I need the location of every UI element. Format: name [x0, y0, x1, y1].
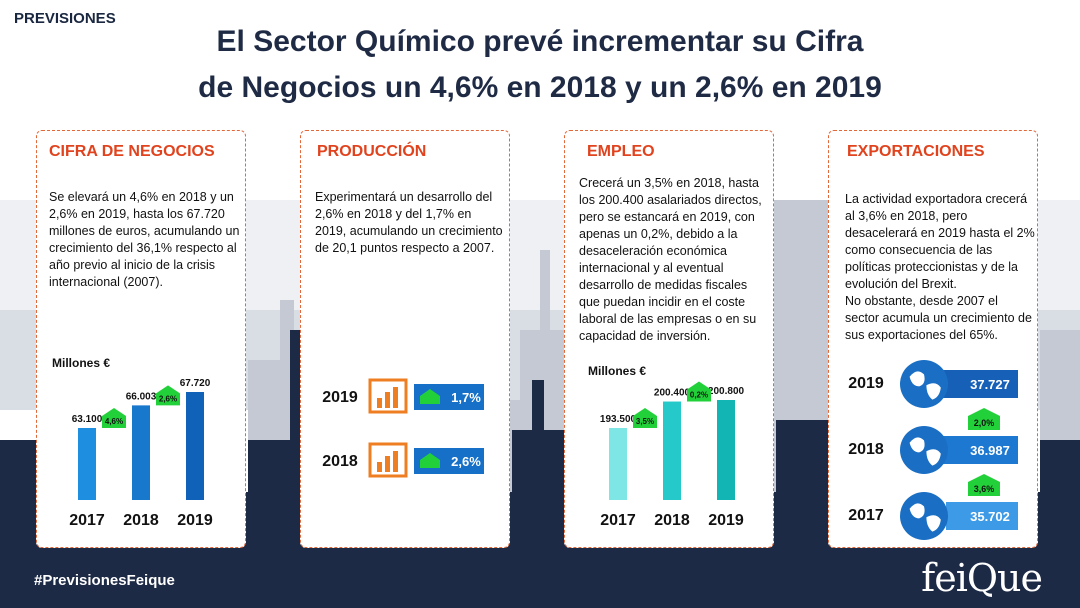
card-text: Crecerá un 3,5% en 2018, hasta los 200.4… [579, 176, 762, 343]
card-produccion: PRODUCCIÓN Experimentará un desarrollo d… [300, 130, 510, 548]
empleo-value-label: 200.400 [654, 388, 691, 399]
cifra-growth-arrow [102, 408, 126, 428]
produccion-year-label: 2019 [322, 389, 358, 406]
card-title: EXPORTACIONES [847, 143, 985, 160]
empleo-growth-arrow [633, 408, 657, 428]
cifra-growth-label: 2,6% [159, 394, 177, 403]
produccion-factory-icon-bar3 [393, 387, 398, 408]
exportaciones-value-label: 36.987 [970, 443, 1010, 458]
empleo-bar-2019 [717, 400, 735, 500]
produccion-value-label: 1,7% [451, 390, 481, 405]
empleo-growth-arrow [687, 381, 711, 402]
empleo-bar-2018 [663, 401, 681, 500]
card-exportaciones: EXPORTACIONES La actividad exportadora c… [828, 130, 1038, 548]
cifra-growth-arrow [156, 385, 180, 406]
exportaciones-growth-arrow [968, 408, 1000, 430]
produccion-year-label: 2018 [322, 453, 358, 470]
card-text: Se elevará un 4,6% en 2018 y un 2,6% en … [49, 190, 240, 289]
card-text: Experimentará un desarrollo del 2,6% en … [315, 190, 503, 255]
exportaciones-globe-icon-land2 [926, 383, 941, 400]
cifra-tick-label: 2017 [69, 512, 105, 529]
hashtag: #PrevisionesFeique [34, 572, 175, 589]
cifra-value-label: 67.720 [180, 378, 211, 389]
produccion-factory-icon-bar3 [393, 451, 398, 472]
exportaciones-year-label: 2019 [848, 375, 884, 392]
exportaciones-value-label: 35.702 [970, 509, 1010, 524]
empleo-value-label: 193.500 [600, 414, 637, 425]
cifra-unit-label: Millones € [52, 356, 111, 370]
card-text: La actividad exportadora crecerá al 3,6%… [845, 192, 1035, 342]
cifra-value-label: 63.100 [72, 414, 103, 425]
exportaciones-globe-icon-sphere [900, 426, 948, 474]
feique-logo: feiQue [921, 556, 1043, 600]
cifra-bar-2018 [132, 405, 150, 500]
exportaciones-globe-icon-land2 [926, 449, 941, 466]
exportaciones-growth-arrow [968, 474, 1000, 496]
exportaciones-year-label: 2017 [848, 507, 884, 524]
produccion-factory-icon-bar1 [377, 462, 382, 472]
produccion-value-label: 2,6% [451, 454, 481, 469]
exportaciones-year-label: 2018 [848, 441, 884, 458]
cifra-value-label: 66.003 [126, 391, 157, 402]
page-title-line1: El Sector Químico prevé incrementar su C… [216, 25, 864, 58]
page-title-line2: de Negocios un 4,6% en 2018 y un 2,6% en… [198, 71, 882, 104]
empleo-unit-label: Millones € [588, 364, 647, 378]
cifra-bar-2017 [78, 428, 96, 500]
exportaciones-globe-icon-land1 [909, 371, 925, 387]
empleo-value-label: 200.800 [708, 386, 745, 397]
cifra-bar-2019 [186, 392, 204, 500]
empleo-tick-label: 2017 [600, 512, 636, 529]
cifra-growth-label: 4,6% [105, 417, 123, 426]
cifra-tick-label: 2018 [123, 512, 159, 529]
empleo-tick-label: 2019 [708, 512, 744, 529]
empleo-bar-2017 [609, 428, 627, 500]
produccion-up-arrow [420, 453, 440, 468]
section-tag: PREVISIONES [14, 10, 116, 27]
exportaciones-growth-label: 2,0% [974, 418, 995, 428]
empleo-growth-label: 0,2% [690, 391, 708, 400]
produccion-factory-icon-frame [368, 442, 408, 478]
card-title: CIFRA DE NEGOCIOS [49, 143, 215, 160]
exportaciones-globe-icon-land1 [909, 437, 925, 453]
exportaciones-globe-icon-sphere [900, 360, 948, 408]
exportaciones-globe-icon-land1 [909, 503, 925, 519]
exportaciones-globe-icon-sphere [900, 492, 948, 540]
empleo-growth-label: 3,5% [636, 417, 654, 426]
cifra-tick-label: 2019 [177, 512, 213, 529]
empleo-tick-label: 2018 [654, 512, 690, 529]
produccion-factory-icon-bar2 [385, 456, 390, 472]
exportaciones-globe-icon-land2 [926, 515, 941, 532]
exportaciones-growth-label: 3,6% [974, 484, 995, 494]
card-title: PRODUCCIÓN [317, 143, 427, 160]
exportaciones-value-label: 37.727 [970, 377, 1010, 392]
produccion-up-arrow [420, 389, 440, 404]
produccion-factory-icon-bar1 [377, 398, 382, 408]
produccion-factory-icon-bar2 [385, 392, 390, 408]
card-title: EMPLEO [587, 143, 655, 160]
exportaciones-value-bar-2017 [946, 502, 1018, 530]
produccion-factory-icon-frame [368, 378, 408, 414]
